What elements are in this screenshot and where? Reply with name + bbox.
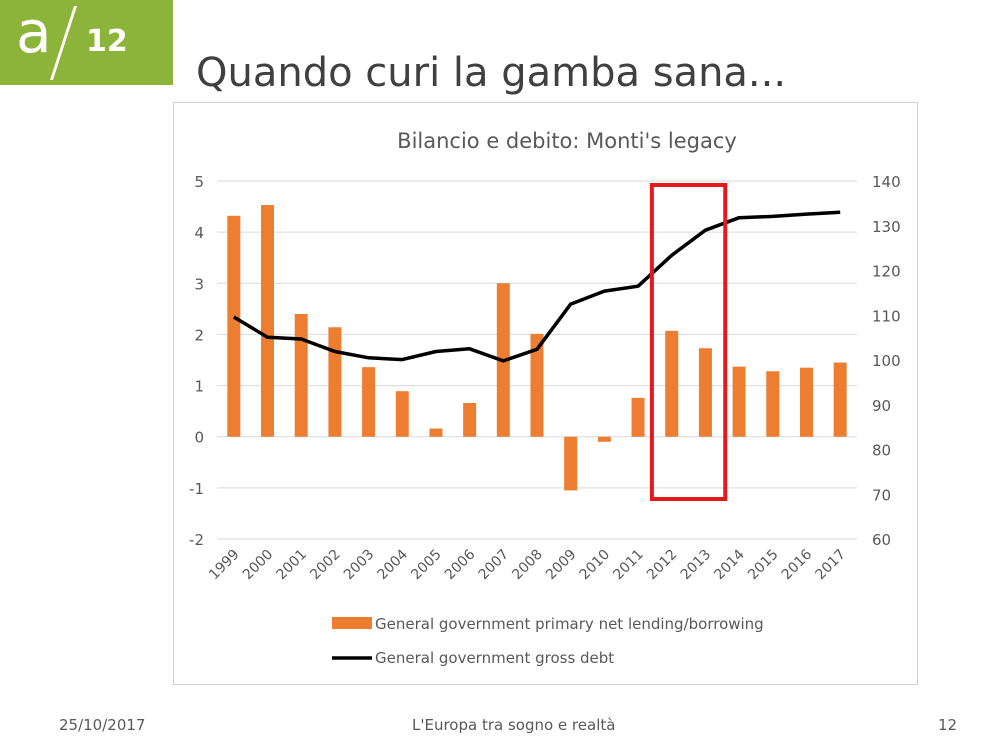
x-tick-label: 2005 [408, 547, 445, 584]
x-tick-label: 2010 [577, 547, 614, 584]
x-tick-label: 2000 [240, 547, 277, 584]
x-tick-label: 2002 [307, 547, 344, 584]
bar [665, 330, 679, 437]
bar [429, 428, 443, 437]
bar [328, 327, 342, 437]
slide-title: Quando curi la gamba sana... [196, 50, 787, 96]
footer-date: 25/10/2017 [59, 716, 146, 734]
bar [631, 397, 645, 437]
bar [597, 436, 611, 442]
x-tick-label: 2004 [375, 546, 412, 583]
y-right-tick-label: 130 [872, 218, 901, 236]
chart-svg: Bilancio e debito: Monti's legacy 5 4 3 2 1 0 -… [189, 129, 901, 667]
y-right-tick-label: 110 [872, 307, 901, 325]
y-right-tick-label: 80 [872, 442, 891, 460]
x-tick-label: 2015 [745, 547, 782, 584]
y-left-tick-label: 0 [194, 429, 204, 447]
x-tick-label: 2016 [779, 546, 816, 583]
bar [395, 391, 409, 437]
bar [530, 333, 544, 437]
y-right-tick-label: 70 [872, 486, 891, 504]
x-tick-label: 2007 [476, 547, 513, 584]
chart-frame: Bilancio e debito: Monti's legacy 5 4 3 2 1 0 -… [173, 102, 918, 685]
bar [564, 436, 578, 491]
y-left-tick-label: 4 [194, 224, 204, 242]
y-right-tick-label: 140 [872, 173, 901, 191]
x-tick-label: 1999 [206, 547, 243, 584]
bar [463, 402, 477, 437]
logo-letter: a [16, 0, 52, 66]
bar [261, 205, 275, 437]
y-right-tick-label: 100 [872, 352, 901, 370]
logo-number: 12 [86, 24, 128, 59]
x-tick-label: 2003 [341, 547, 378, 584]
footer-center-text: L'Europa tra sogno e realtà [412, 716, 616, 734]
bar [766, 371, 780, 437]
legend-bar-label: General government primary net lending/b… [375, 615, 764, 633]
x-tick-label: 2014 [711, 546, 748, 583]
x-tick-label: 2006 [442, 546, 479, 583]
x-tick-label: 2012 [644, 547, 681, 584]
bar [732, 366, 746, 437]
x-tick-label: 2011 [610, 547, 647, 584]
y-right-tick-label: 90 [872, 397, 891, 415]
x-tick-label: 2009 [543, 547, 580, 584]
x-tick-label: 2001 [274, 547, 311, 584]
y-right-tick-label: 60 [872, 531, 891, 549]
bar [698, 348, 712, 437]
bar [294, 313, 308, 437]
y-left-tick-label: 5 [194, 173, 204, 191]
footer-page-number: 12 [938, 716, 958, 734]
debt-line [232, 210, 841, 363]
legend-line-label: General government gross debt [375, 649, 614, 667]
highlight-box [649, 183, 728, 501]
bar [833, 362, 847, 437]
y-left-tick-label: -2 [189, 531, 204, 549]
chart-title: Bilancio e debito: Monti's legacy [397, 129, 737, 153]
legend-bar-swatch [332, 617, 372, 629]
x-tick-label: 2013 [678, 547, 715, 584]
y-right-tick-label: 120 [872, 263, 901, 281]
x-tick-label: 2008 [509, 547, 546, 584]
y-left-tick-label: 3 [194, 275, 204, 293]
y-left-tick-label: 1 [194, 378, 204, 396]
y-left-tick-label: 2 [194, 326, 204, 344]
logo-slash [49, 6, 78, 80]
bar [799, 367, 813, 437]
bar [362, 367, 376, 437]
bar [227, 215, 241, 437]
x-tick-label: 2017 [812, 547, 849, 584]
logo-block: a 12 [0, 0, 173, 85]
y-left-tick-label: -1 [189, 480, 204, 498]
